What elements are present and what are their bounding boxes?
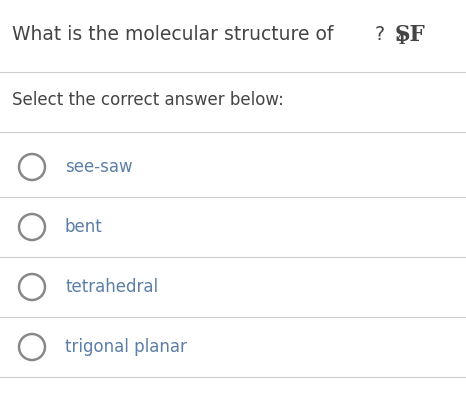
Text: SF: SF [395,24,425,46]
Text: tetrahedral: tetrahedral [65,278,158,296]
Text: Select the correct answer below:: Select the correct answer below: [12,91,284,109]
Text: ?: ? [374,26,384,44]
Text: bent: bent [65,218,103,236]
Text: 4: 4 [395,33,405,47]
Text: What is the molecular structure of: What is the molecular structure of [12,26,339,44]
Text: trigonal planar: trigonal planar [65,338,187,356]
Text: see-saw: see-saw [65,158,133,176]
